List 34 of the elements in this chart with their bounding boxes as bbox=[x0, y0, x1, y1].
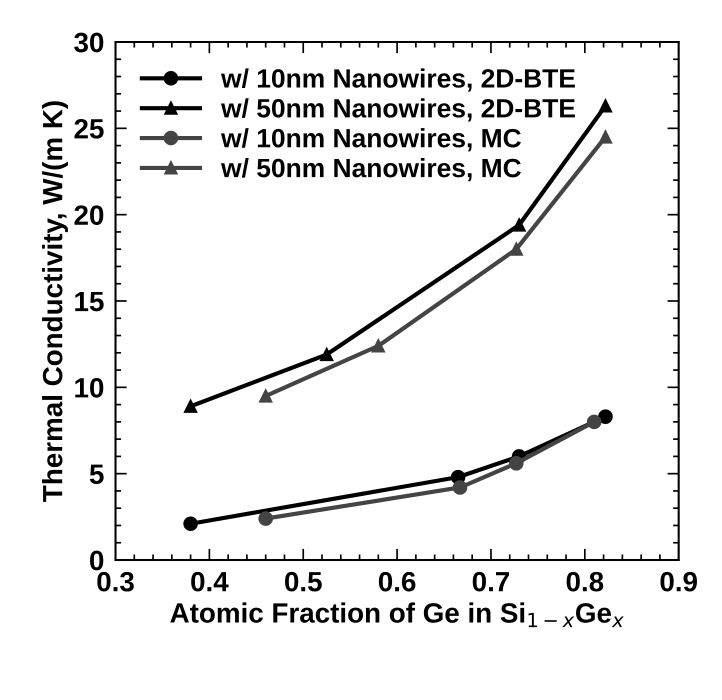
x-tick-label: 0.4 bbox=[191, 572, 229, 592]
legend-label: w/ 10nm Nanowires, 2D-BTE bbox=[220, 68, 575, 92]
x-tick-label: 0.3 bbox=[97, 572, 134, 592]
legend-label: w/ 10nm Nanowires, MC bbox=[220, 128, 521, 152]
y-axis-title: Thermal Conductivity, W/(m K) bbox=[42, 101, 68, 502]
x-axis-title: Atomic Fraction of Ge in Si$_{1−x}$Ge$_{x}$ bbox=[170, 602, 624, 628]
point bbox=[598, 409, 613, 424]
point bbox=[372, 339, 385, 352]
point bbox=[452, 480, 468, 495]
point bbox=[258, 511, 273, 526]
point bbox=[512, 218, 526, 232]
point bbox=[184, 400, 198, 413]
x-tick-label: 0.9 bbox=[660, 572, 697, 592]
point bbox=[510, 242, 523, 256]
x-tick-label: 0.5 bbox=[285, 572, 322, 592]
point bbox=[586, 414, 602, 430]
y-tick-label: 25 bbox=[74, 119, 104, 139]
y-tick-label: 20 bbox=[74, 205, 104, 226]
point bbox=[183, 516, 198, 532]
y-tick-label: 10 bbox=[75, 378, 104, 398]
point bbox=[598, 99, 612, 112]
legend-label: w/ 50nm Nanowires, 2D-BTE bbox=[220, 98, 575, 122]
x-tick-label: 0.6 bbox=[378, 572, 416, 592]
point bbox=[509, 456, 524, 471]
y-tick-label: 15 bbox=[75, 292, 104, 312]
y-tick-label: 5 bbox=[90, 464, 104, 484]
point bbox=[598, 130, 612, 144]
point bbox=[259, 389, 272, 403]
x-tick-label: 0.8 bbox=[566, 572, 604, 592]
legend-label: w/ 50nm Nanowires, MC bbox=[220, 158, 521, 182]
point bbox=[320, 348, 334, 362]
y-tick-label: 0 bbox=[90, 550, 104, 570]
x-tick-label: 0.7 bbox=[472, 572, 510, 592]
y-tick-label: 30 bbox=[74, 32, 104, 52]
